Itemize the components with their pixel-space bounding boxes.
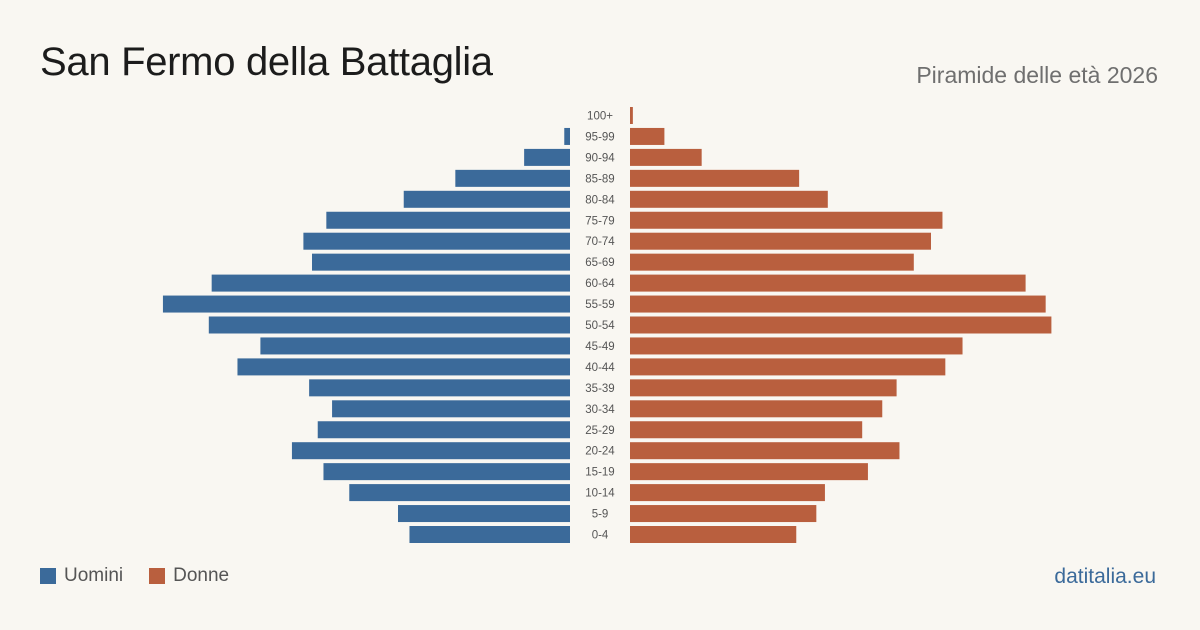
age-label-40-44: 40-44 xyxy=(585,362,615,374)
bar-men-20-24 xyxy=(291,442,570,460)
age-label-90-94: 90-94 xyxy=(585,152,615,164)
brand-link[interactable]: datitalia.eu xyxy=(1054,565,1156,588)
legend-item-women: Donne xyxy=(149,565,229,587)
bar-men-85-89 xyxy=(455,169,570,187)
age-label-100+: 100+ xyxy=(587,111,613,123)
bar-men-35-39 xyxy=(309,379,570,397)
bar-women-25-29 xyxy=(630,421,863,439)
bar-women-100+ xyxy=(630,107,633,124)
bar-men-5-9 xyxy=(398,505,570,523)
bar-men-0-4 xyxy=(409,526,570,543)
bar-women-65-69 xyxy=(630,253,914,271)
age-label-75-79: 75-79 xyxy=(585,215,614,227)
bar-men-80-84 xyxy=(403,190,570,208)
bar-men-90-94 xyxy=(524,148,570,166)
bar-women-20-24 xyxy=(630,442,900,460)
bar-women-60-64 xyxy=(630,274,1026,292)
age-label-55-59: 55-59 xyxy=(585,299,614,311)
chart-title: San Fermo della Battaglia xyxy=(40,40,493,84)
age-label-35-39: 35-39 xyxy=(585,383,614,395)
bar-men-75-79 xyxy=(326,211,570,229)
age-label-10-14: 10-14 xyxy=(585,488,615,500)
age-label-30-34: 30-34 xyxy=(585,404,615,416)
age-label-45-49: 45-49 xyxy=(585,341,614,353)
age-label-15-19: 15-19 xyxy=(585,467,614,479)
bar-women-50-54 xyxy=(630,316,1052,334)
legend-item-men: Uomini xyxy=(40,565,123,587)
bar-women-75-79 xyxy=(630,211,943,229)
legend-swatch-women xyxy=(149,568,166,584)
legend-swatch-men xyxy=(40,568,56,584)
age-label-60-64: 60-64 xyxy=(585,278,615,290)
bar-men-30-34 xyxy=(332,400,570,418)
bar-women-35-39 xyxy=(630,379,897,397)
age-label-70-74: 70-74 xyxy=(585,236,615,248)
bar-men-70-74 xyxy=(303,232,570,250)
age-label-80-84: 80-84 xyxy=(585,194,615,206)
age-label-0-4: 0-4 xyxy=(592,530,609,542)
bar-women-0-4 xyxy=(630,526,797,543)
legend-label-men: Uomini xyxy=(64,565,124,586)
bar-men-95-99 xyxy=(564,127,570,145)
bar-men-65-69 xyxy=(312,253,570,271)
bar-women-10-14 xyxy=(630,484,825,502)
bar-women-45-49 xyxy=(630,337,963,355)
age-label-5-9: 5-9 xyxy=(592,509,609,521)
age-label-25-29: 25-29 xyxy=(585,425,614,437)
bar-men-15-19 xyxy=(323,463,570,481)
bar-women-80-84 xyxy=(630,190,828,208)
age-label-65-69: 65-69 xyxy=(585,257,614,269)
legend-label-women: Donne xyxy=(173,565,230,586)
bar-men-50-54 xyxy=(208,316,571,334)
age-label-95-99: 95-99 xyxy=(585,131,614,143)
bar-women-55-59 xyxy=(630,295,1046,313)
bar-women-40-44 xyxy=(630,358,946,376)
bar-women-85-89 xyxy=(630,169,800,187)
bar-women-95-99 xyxy=(630,127,665,145)
age-label-20-24: 20-24 xyxy=(585,446,615,458)
age-label-85-89: 85-89 xyxy=(585,173,614,185)
bar-men-60-64 xyxy=(211,274,570,292)
bar-women-15-19 xyxy=(630,463,868,481)
bar-women-30-34 xyxy=(630,400,883,418)
bar-men-25-29 xyxy=(317,421,570,439)
bar-women-5-9 xyxy=(630,505,817,523)
legend: Uomini Donne xyxy=(40,565,255,587)
bar-men-10-14 xyxy=(349,484,570,502)
bar-men-45-49 xyxy=(260,337,570,355)
age-label-50-54: 50-54 xyxy=(585,320,615,332)
bar-women-90-94 xyxy=(630,148,702,166)
chart-subtitle: Piramide delle età 2026 xyxy=(916,62,1158,88)
bar-men-55-59 xyxy=(162,295,570,313)
bar-men-40-44 xyxy=(237,358,570,376)
bar-women-70-74 xyxy=(630,232,931,250)
